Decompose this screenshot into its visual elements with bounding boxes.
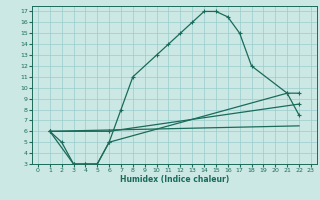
X-axis label: Humidex (Indice chaleur): Humidex (Indice chaleur) bbox=[120, 175, 229, 184]
